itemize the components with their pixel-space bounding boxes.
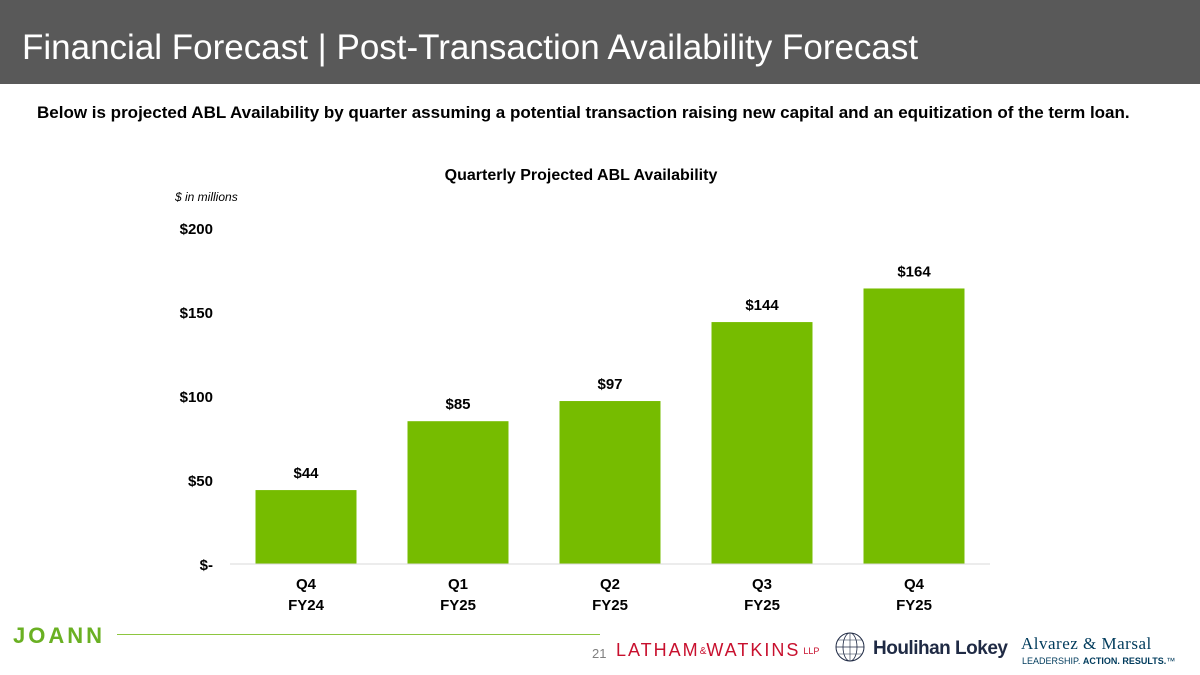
page-title: Financial Forecast | Post-Transaction Av… (22, 28, 919, 67)
x-tick-label: Q4 (296, 576, 317, 593)
alvarez-marsal-tagline: LEADERSHIP. ACTION. RESULTS.™ (1022, 656, 1175, 666)
x-tick-label: FY25 (440, 597, 476, 614)
bar (559, 401, 661, 564)
x-tick-label: Q1 (448, 576, 468, 593)
x-tick-label: FY25 (592, 597, 628, 614)
bar-value-label: $44 (293, 465, 319, 482)
y-tick-label: $150 (180, 305, 213, 322)
watkins-text: WATKINS (706, 640, 801, 660)
x-tick-label: Q4 (904, 576, 925, 593)
globe-icon (835, 632, 865, 662)
am-tag-action: ACTION. RESULTS. (1082, 656, 1167, 666)
x-tick-label: FY24 (288, 597, 325, 614)
am-tag-tm: ™ (1166, 656, 1176, 666)
latham-amp: & (699, 645, 707, 657)
y-tick-label: $100 (180, 389, 213, 406)
page-number: 21 (592, 646, 607, 661)
bar (863, 288, 965, 564)
latham-llp: LLP (803, 646, 820, 657)
alvarez-marsal-logo: Alvarez & Marsal (1021, 634, 1152, 653)
latham-text: LATHAM (616, 640, 700, 660)
bar (255, 490, 357, 564)
bar (711, 322, 813, 564)
footer-divider (117, 634, 600, 635)
bar-value-label: $97 (597, 376, 622, 393)
bar-value-label: $164 (897, 263, 931, 280)
y-tick-label: $200 (180, 221, 213, 238)
bar-value-label: $144 (745, 297, 779, 314)
am-tag-leadership: LEADERSHIP. (1022, 656, 1081, 666)
y-tick-label: $- (200, 557, 213, 574)
joann-logo: JOANN (13, 623, 106, 648)
intro-text: Below is projected ABL Availability by q… (37, 103, 1130, 122)
title-bar: Financial Forecast | Post-Transaction Av… (0, 0, 1200, 84)
chart-title: Quarterly Projected ABL Availability (445, 167, 718, 184)
x-tick-label: FY25 (896, 597, 932, 614)
x-tick-label: Q2 (600, 576, 620, 593)
houlihan-lokey-logo: Houlihan Lokey (873, 638, 1008, 659)
x-tick-label: FY25 (744, 597, 780, 614)
y-tick-label: $50 (188, 473, 213, 490)
unit-note: $ in millions (174, 190, 238, 204)
latham-watkins-logo: LATHAM&WATKINS LLP (616, 640, 819, 661)
bar (407, 421, 509, 564)
bar-value-label: $85 (445, 396, 470, 413)
x-tick-label: Q3 (752, 576, 772, 593)
